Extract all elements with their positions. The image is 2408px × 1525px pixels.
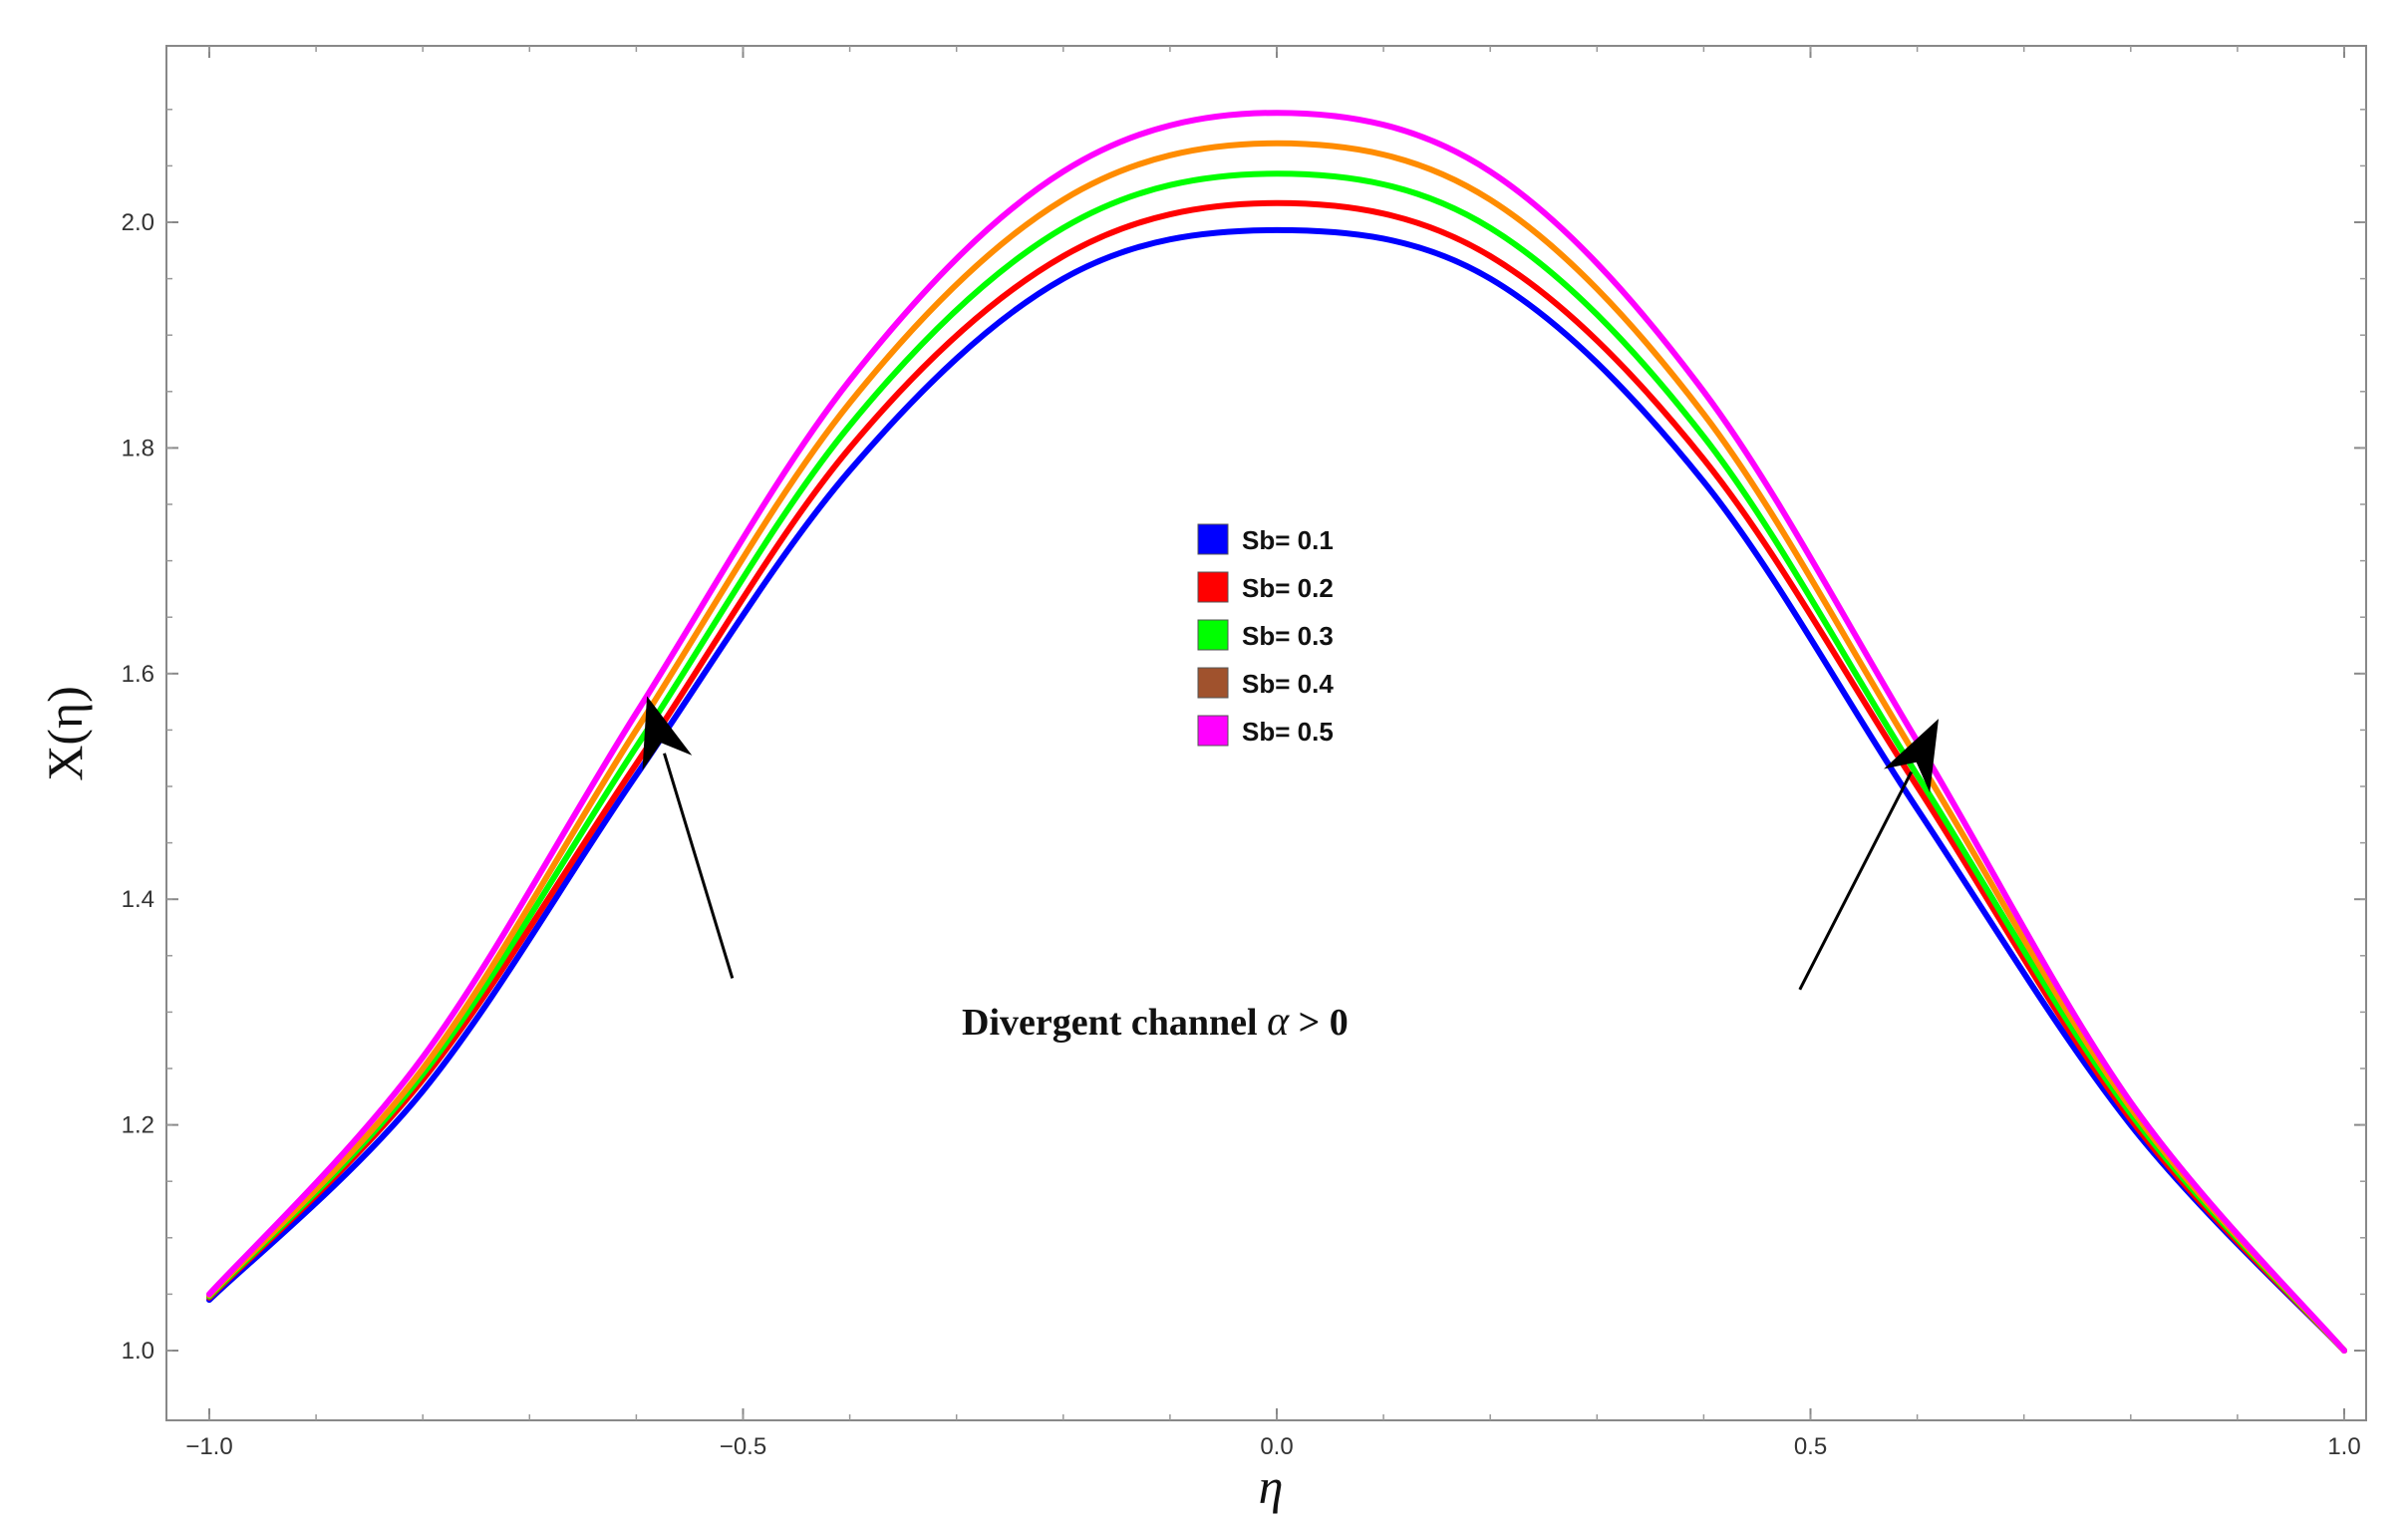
legend-label-5: Sb= 0.5	[1242, 717, 1334, 747]
annotation-main: Divergent channel	[962, 1002, 1267, 1044]
y-axis-label: X(η)	[37, 686, 93, 781]
x-axis-label: η	[1259, 1458, 1284, 1514]
y-tick-label: 1.8	[122, 435, 154, 461]
legend-swatch-5	[1197, 715, 1229, 747]
annotation-text: Divergent channel α > 0	[962, 999, 1349, 1045]
y-tick-label: 1.2	[122, 1112, 154, 1139]
y-tick-label: 1.6	[122, 661, 154, 688]
arrow-shaft-1	[663, 753, 735, 979]
annotation-arrows	[642, 696, 1939, 991]
y-tick-label: 1.0	[122, 1338, 154, 1365]
legend-swatch-2	[1197, 571, 1229, 603]
series-line-3	[206, 170, 2347, 1354]
legend-label-3: Sb= 0.3	[1242, 621, 1334, 651]
series-line-5	[206, 110, 2347, 1354]
annotation-symbol: α	[1267, 999, 1290, 1045]
legend-swatch-3	[1197, 619, 1229, 651]
y-tick-label: 1.4	[122, 886, 154, 913]
arrow-head-2	[1884, 719, 1939, 793]
x-tick-label: −0.5	[720, 1433, 766, 1460]
x-tick-label: −1.0	[185, 1433, 232, 1460]
x-tick-label: 0.0	[1260, 1433, 1293, 1460]
series-line-2	[206, 199, 2347, 1354]
arrow-shaft-2	[1798, 770, 1913, 991]
annotation-rest: > 0	[1289, 1002, 1349, 1044]
y-tick-label: 2.0	[122, 209, 154, 236]
legend-label-2: Sb= 0.2	[1242, 573, 1334, 603]
legend-swatch-1	[1197, 523, 1229, 555]
series-lines	[206, 110, 2347, 1354]
legend-swatch-4	[1197, 667, 1229, 699]
series-line-4	[206, 140, 2347, 1354]
legend-label-1: Sb= 0.1	[1242, 525, 1334, 555]
plot-frame	[165, 45, 2367, 1421]
arrow-head-1	[642, 696, 693, 770]
axis-ticks	[166, 46, 2366, 1420]
x-tick-label: 1.0	[2327, 1433, 2360, 1460]
series-line-1	[206, 226, 2347, 1354]
legend-label-4: Sb= 0.4	[1242, 669, 1334, 699]
x-tick-label: 0.5	[1794, 1433, 1827, 1460]
legend: Sb= 0.1 Sb= 0.2 Sb= 0.3 Sb= 0.4 Sb= 0.5	[1197, 523, 1334, 747]
tick-labels: −1.0 −0.5 0.0 0.5 1.0 1.0 1.2 1.4 1.6 1.8 2.0	[122, 209, 2361, 1460]
